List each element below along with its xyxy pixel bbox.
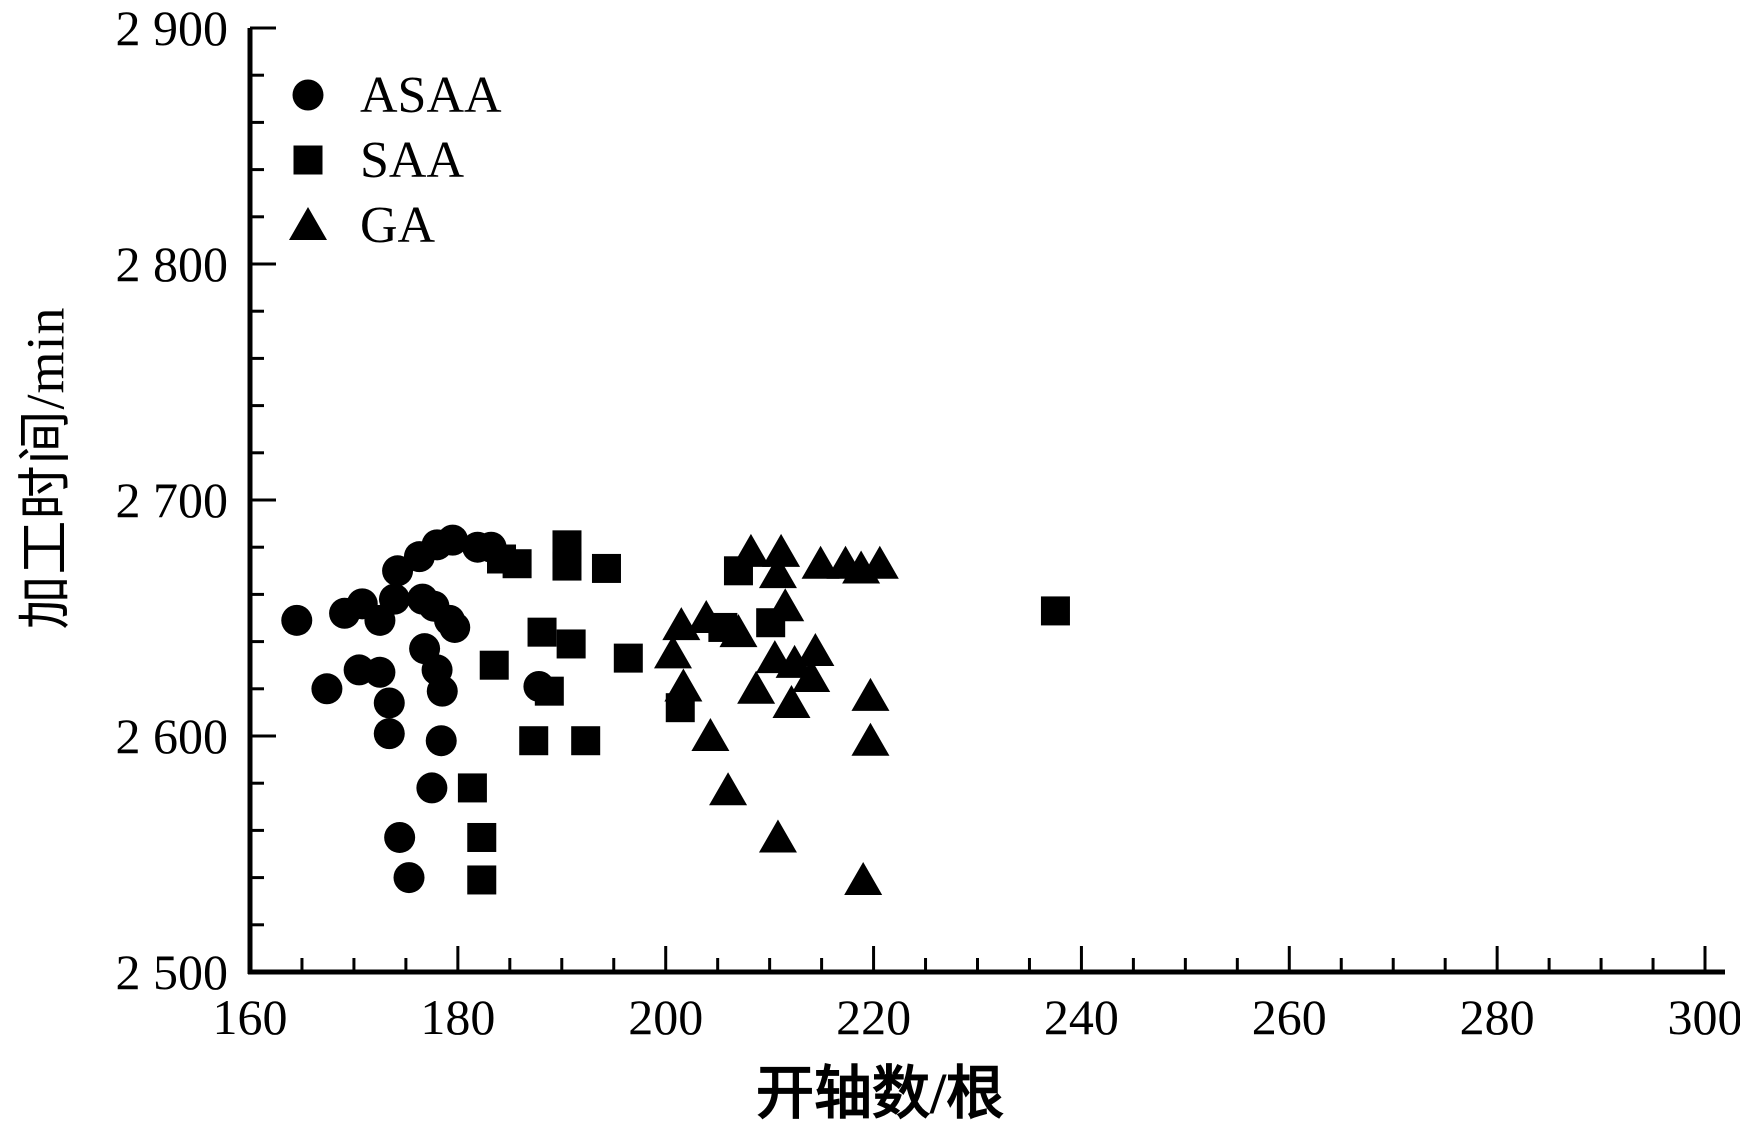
data-point	[758, 555, 797, 589]
data-point	[591, 553, 621, 583]
data-point	[851, 677, 890, 711]
x-tick-label: 220	[836, 989, 911, 1045]
legend-label: ASAA	[360, 67, 502, 124]
data-point	[437, 524, 469, 556]
data-point	[425, 725, 457, 757]
y-tick-label: 2 800	[116, 236, 229, 292]
legend-ga-marker	[289, 207, 327, 240]
data-point	[775, 644, 814, 678]
series-ASAA	[281, 524, 555, 894]
y-axis-title: 加工时间/min	[15, 306, 76, 630]
data-point	[373, 718, 405, 750]
x-tick-label: 200	[628, 989, 703, 1045]
data-point	[664, 668, 703, 702]
data-point	[796, 633, 835, 667]
x-tick-label: 240	[1044, 989, 1119, 1045]
y-tick-label: 2 500	[116, 944, 229, 1000]
data-point	[687, 600, 726, 633]
data-point	[719, 614, 758, 648]
data-point	[373, 687, 405, 719]
legend-label: SAA	[360, 132, 464, 189]
data-point	[384, 821, 416, 853]
data-point	[393, 862, 425, 894]
data-point	[571, 726, 601, 756]
x-tick-label: 260	[1252, 989, 1327, 1045]
data-point	[467, 822, 497, 852]
data-point	[691, 718, 730, 751]
legend-label: GA	[360, 197, 436, 254]
data-point	[801, 545, 840, 579]
legend: ASAA SAA GA	[289, 67, 502, 254]
y-tick-label: 2 600	[116, 708, 229, 764]
y-tick-label: 2 900	[116, 0, 229, 56]
data-point	[457, 773, 487, 803]
x-tick-label: 180	[420, 989, 495, 1045]
data-point	[534, 676, 564, 706]
data-point	[762, 533, 801, 567]
data-point	[378, 583, 410, 615]
data-point	[613, 643, 643, 673]
legend-asaa-marker	[292, 79, 324, 111]
data-point	[416, 772, 448, 804]
data-point	[792, 659, 831, 692]
x-axis: 160 180 200 220 240 260 280 300	[213, 946, 1740, 1045]
data-point	[709, 772, 748, 806]
data-point	[772, 684, 811, 718]
data-point	[479, 650, 509, 680]
data-point	[519, 726, 549, 756]
data-point	[860, 545, 899, 579]
data-point	[281, 604, 313, 636]
data-point	[766, 588, 805, 622]
data-point	[527, 617, 557, 647]
legend-saa-marker	[293, 145, 323, 175]
data-point	[653, 635, 692, 669]
data-point	[758, 819, 797, 853]
data-point	[439, 611, 471, 643]
data-point	[556, 629, 586, 659]
data-point	[851, 722, 890, 756]
y-tick-label: 2 700	[116, 472, 229, 528]
x-tick-label: 160	[213, 989, 288, 1045]
data-point	[426, 675, 458, 707]
x-tick-label: 280	[1460, 989, 1535, 1045]
data-point	[737, 670, 776, 704]
data-point	[844, 861, 883, 895]
x-axis-title: 开轴数/根	[755, 1061, 1005, 1126]
data-point	[731, 533, 770, 567]
data-point	[364, 656, 396, 688]
data-point	[502, 549, 532, 579]
data-point	[552, 551, 582, 581]
x-tick-label: 300	[1668, 989, 1740, 1045]
data-point	[1040, 596, 1070, 626]
data-point	[467, 865, 497, 895]
data-point	[311, 673, 343, 705]
y-axis: 2 500 2 600 2 700 2 800 2 900	[116, 0, 276, 1000]
series-GA	[653, 533, 899, 895]
